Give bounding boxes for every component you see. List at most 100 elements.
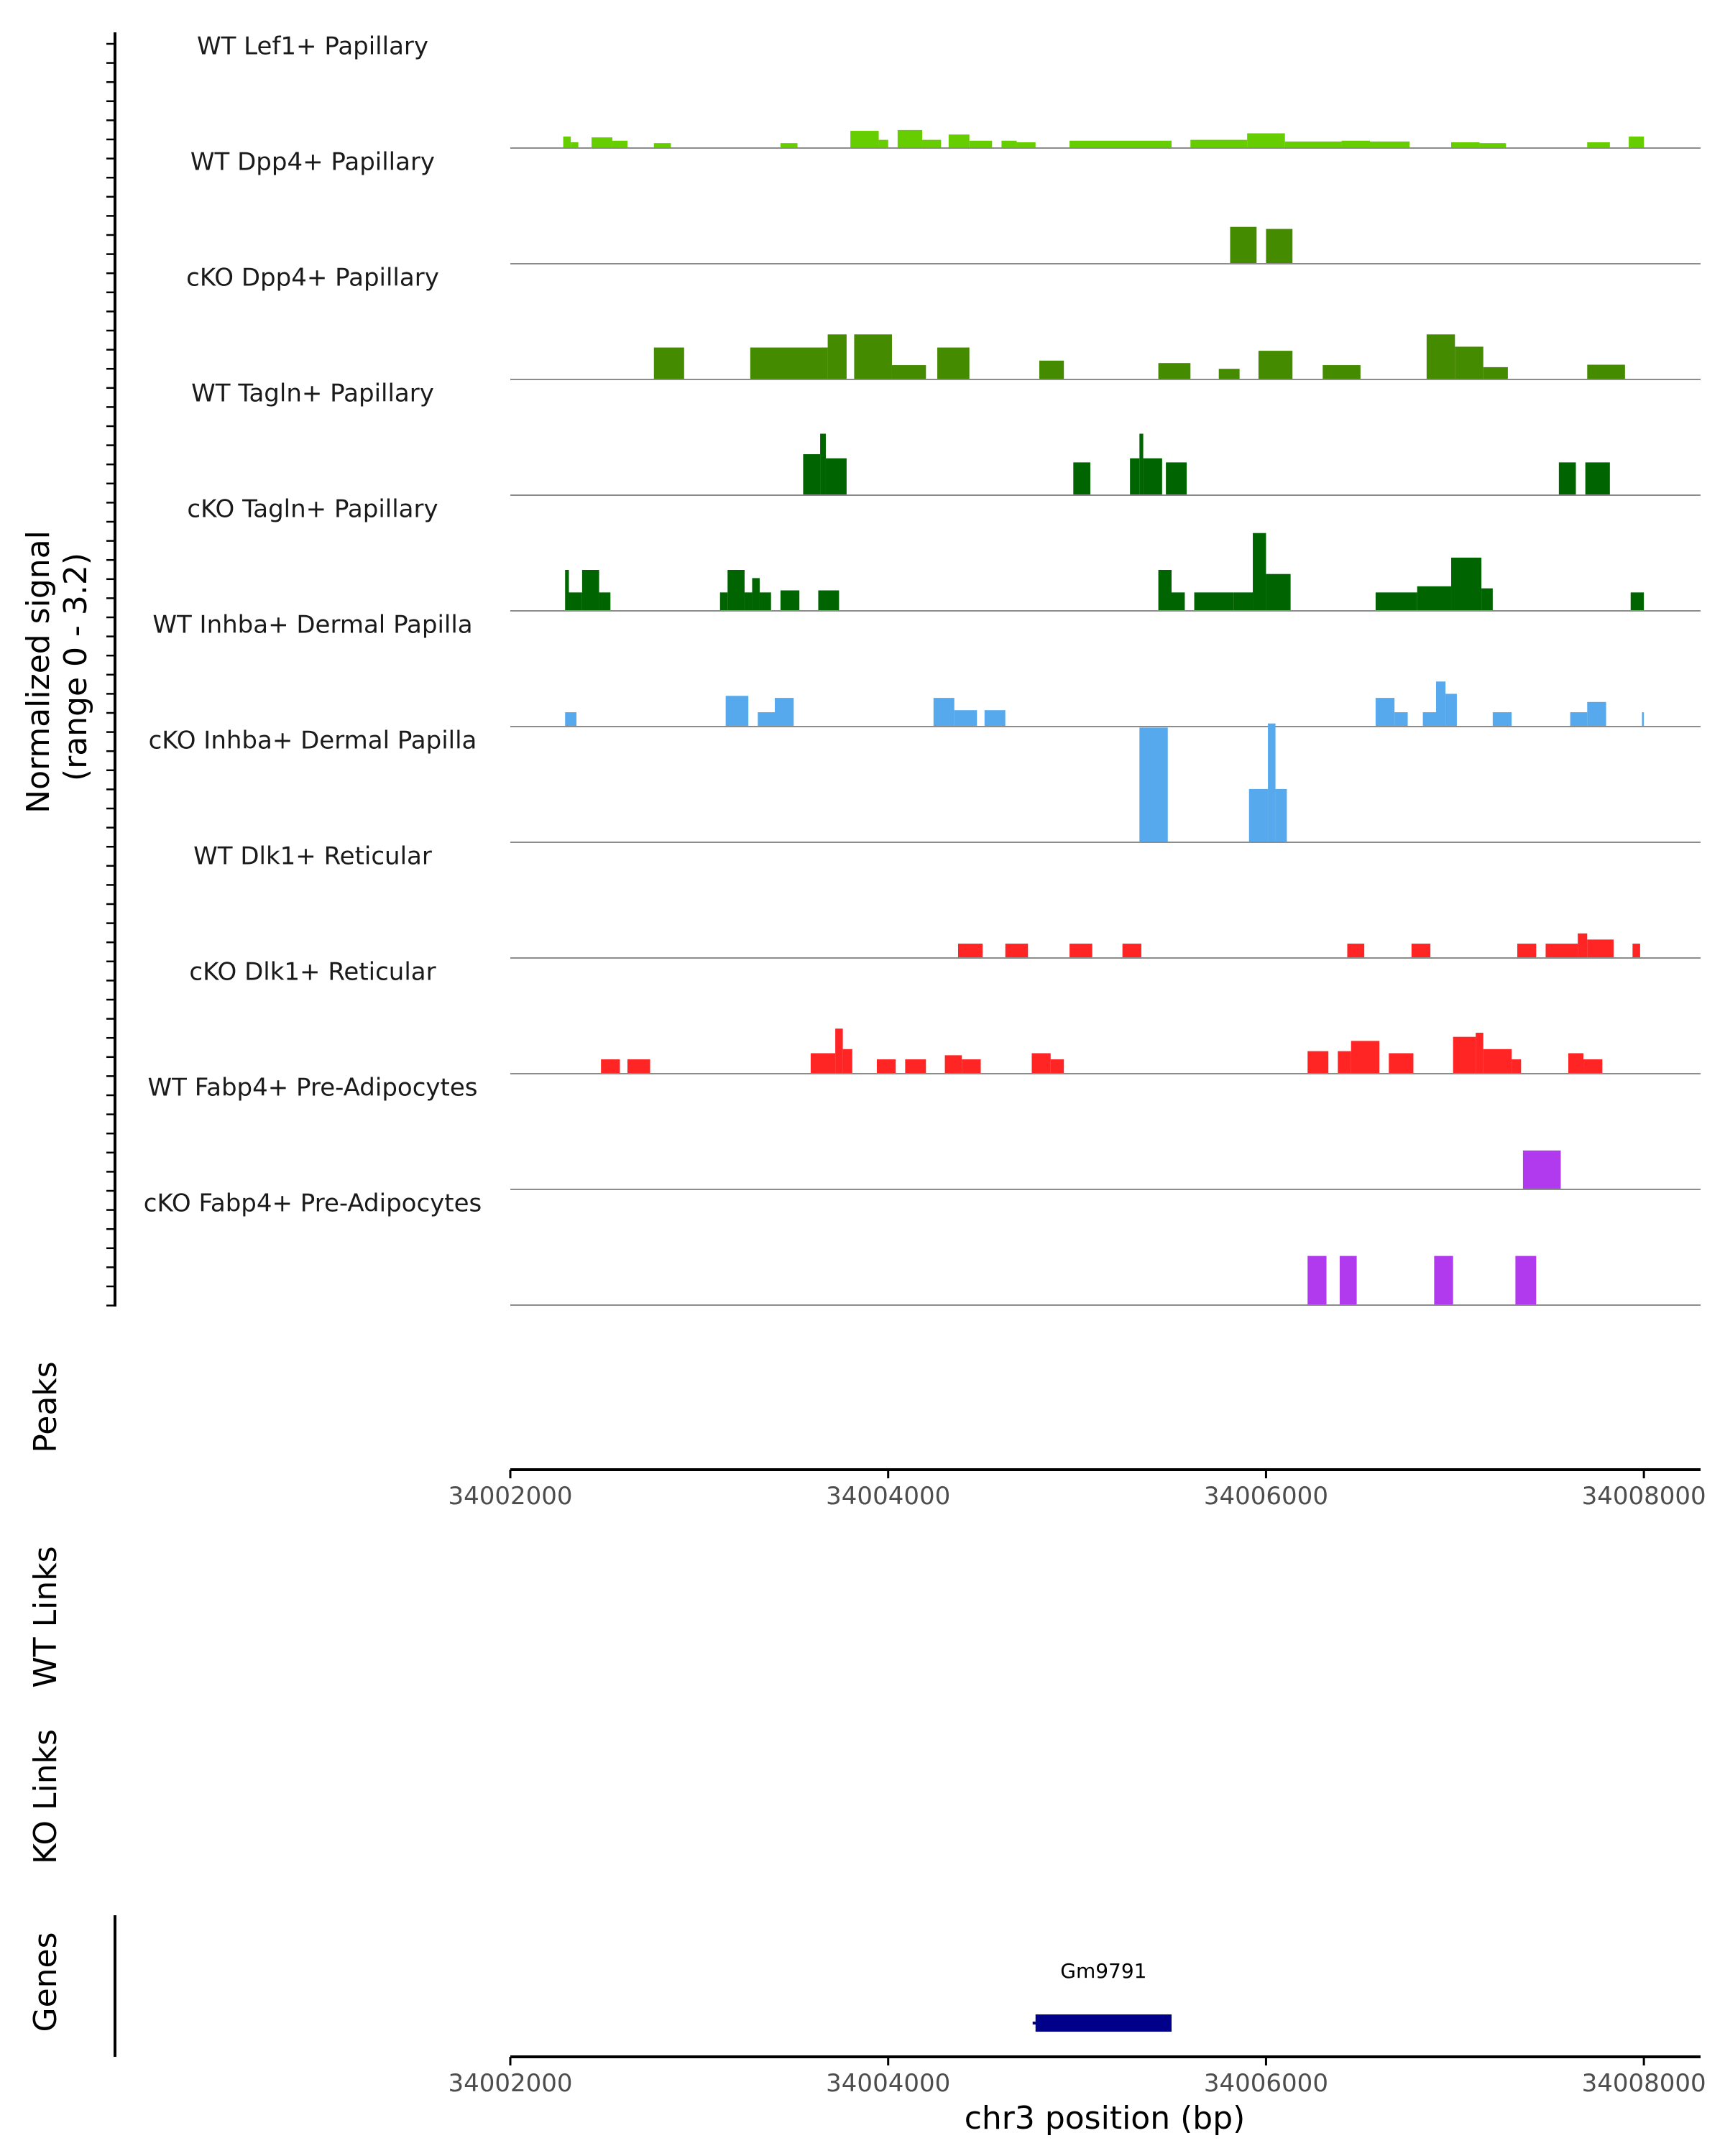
signal-peak xyxy=(601,1059,620,1074)
signal-peak xyxy=(775,698,794,727)
signal-peak xyxy=(1583,1059,1603,1074)
signal-peak xyxy=(1451,557,1482,611)
signal-peak xyxy=(1307,1256,1327,1305)
signal-peak xyxy=(563,137,571,148)
signal-peak xyxy=(933,698,954,727)
signal-peak xyxy=(820,433,826,495)
y-axis-title: Normalized signal (range 0 - 3.2) xyxy=(20,520,94,814)
signal-peak xyxy=(969,140,993,148)
signal-peak xyxy=(1629,137,1644,148)
signal-peak xyxy=(984,710,1006,727)
x-axis-title: chr3 position (bp) xyxy=(965,2100,1246,2137)
signal-peak xyxy=(752,578,760,611)
signal-peak xyxy=(1143,458,1162,495)
signal-peak xyxy=(878,139,888,148)
signal-peak xyxy=(581,570,599,611)
signal-peak xyxy=(1455,346,1484,379)
signal-peak xyxy=(1194,592,1234,611)
peaks-x-tick-label: 34004000 xyxy=(826,1482,950,1511)
signal-peak xyxy=(1632,944,1640,958)
track-label: cKO Dlk1+ Reticular xyxy=(189,958,436,987)
signal-peak xyxy=(1426,334,1455,379)
signal-peak xyxy=(571,142,579,148)
signal-peak xyxy=(827,334,847,379)
signal-peak xyxy=(1130,458,1140,495)
signal-peak xyxy=(1190,139,1248,148)
signal-peak xyxy=(1284,141,1304,148)
signal-peak xyxy=(1351,1041,1380,1074)
coverage-y-axis xyxy=(106,32,116,1307)
signal-peak xyxy=(1339,1256,1357,1305)
signal-peak xyxy=(1522,1150,1561,1189)
gene-direction-marker xyxy=(1032,2022,1039,2024)
signal-peak xyxy=(1253,533,1266,611)
signal-peak xyxy=(1512,1059,1522,1074)
signal-peak xyxy=(1445,694,1457,727)
signal-peak xyxy=(1307,1051,1329,1074)
track-wt-dlk1-reticular: WT Dlk1+ Reticular xyxy=(193,842,1701,959)
signal-peak xyxy=(653,143,671,148)
signal-peak xyxy=(1016,142,1036,148)
signal-peak xyxy=(599,592,611,611)
signal-peak xyxy=(759,592,771,611)
signal-peak xyxy=(1073,462,1090,495)
track-cko-dpp4-papillary: cKO Dpp4+ Papillary xyxy=(186,264,1701,380)
signal-peak xyxy=(1031,1053,1051,1074)
signal-peak xyxy=(1172,592,1185,611)
signal-peak xyxy=(1139,433,1144,495)
signal-peak xyxy=(1375,592,1417,611)
signal-peak xyxy=(922,139,942,148)
signal-peak xyxy=(962,1059,981,1074)
signal-peak xyxy=(1417,586,1452,611)
signal-peak xyxy=(835,1028,843,1074)
track-label: WT Tagln+ Papillary xyxy=(191,379,434,408)
signal-peak xyxy=(1394,712,1408,727)
genes-panel-title: Genes xyxy=(27,1932,64,2032)
signal-peak xyxy=(842,1049,852,1074)
signal-peak xyxy=(1247,133,1285,148)
signal-peak xyxy=(1338,1051,1351,1074)
signal-peak xyxy=(1434,1256,1453,1305)
signal-peak xyxy=(1453,1036,1476,1074)
track-cko-fabp4-pre-adipocytes: cKO Fabp4+ Pre-Adipocytes xyxy=(144,1189,1701,1306)
signal-peak xyxy=(1268,723,1276,842)
signal-peak xyxy=(780,143,798,148)
signal-peak xyxy=(565,712,576,727)
track-label: cKO Dpp4+ Papillary xyxy=(186,264,439,292)
signal-peak xyxy=(1545,944,1578,958)
signal-peak xyxy=(1375,698,1395,727)
signal-peak xyxy=(1642,712,1644,727)
signal-peak xyxy=(1158,570,1172,611)
signal-peak xyxy=(725,696,749,727)
track-cko-inhba-dermal-papilla: cKO Inhba+ Dermal Papilla xyxy=(149,723,1701,843)
signal-peak xyxy=(905,1059,926,1074)
signal-peak xyxy=(1158,363,1191,379)
signal-peak xyxy=(1001,140,1017,148)
signal-peak xyxy=(1050,1059,1064,1074)
signal-peak xyxy=(850,131,879,148)
track-wt-tagln-papillary: WT Tagln+ Papillary xyxy=(191,379,1701,496)
signal-peak xyxy=(1166,462,1187,495)
signal-peak xyxy=(1483,1049,1512,1074)
signal-peak xyxy=(627,1059,650,1074)
track-wt-dpp4-papillary: WT Dpp4+ Papillary xyxy=(190,148,1701,264)
peaks-x-tick-label: 34006000 xyxy=(1204,1482,1328,1511)
signal-peak xyxy=(1515,1256,1537,1305)
signal-peak xyxy=(1039,360,1064,379)
signal-peak xyxy=(1483,367,1508,379)
signal-peak xyxy=(1347,944,1365,958)
signal-peak xyxy=(1570,712,1588,727)
signal-peak xyxy=(1481,588,1493,611)
signal-peak xyxy=(1005,944,1029,958)
signal-peak xyxy=(1304,141,1342,148)
signal-peak xyxy=(1587,939,1614,958)
signal-peak xyxy=(612,140,627,148)
signal-peak xyxy=(818,590,840,611)
signal-peak xyxy=(1233,592,1254,611)
signal-peak xyxy=(1558,462,1576,495)
signal-peak xyxy=(653,347,684,379)
signal-peak xyxy=(1248,788,1269,842)
signal-peak xyxy=(758,712,775,727)
signal-peak xyxy=(1266,573,1291,611)
